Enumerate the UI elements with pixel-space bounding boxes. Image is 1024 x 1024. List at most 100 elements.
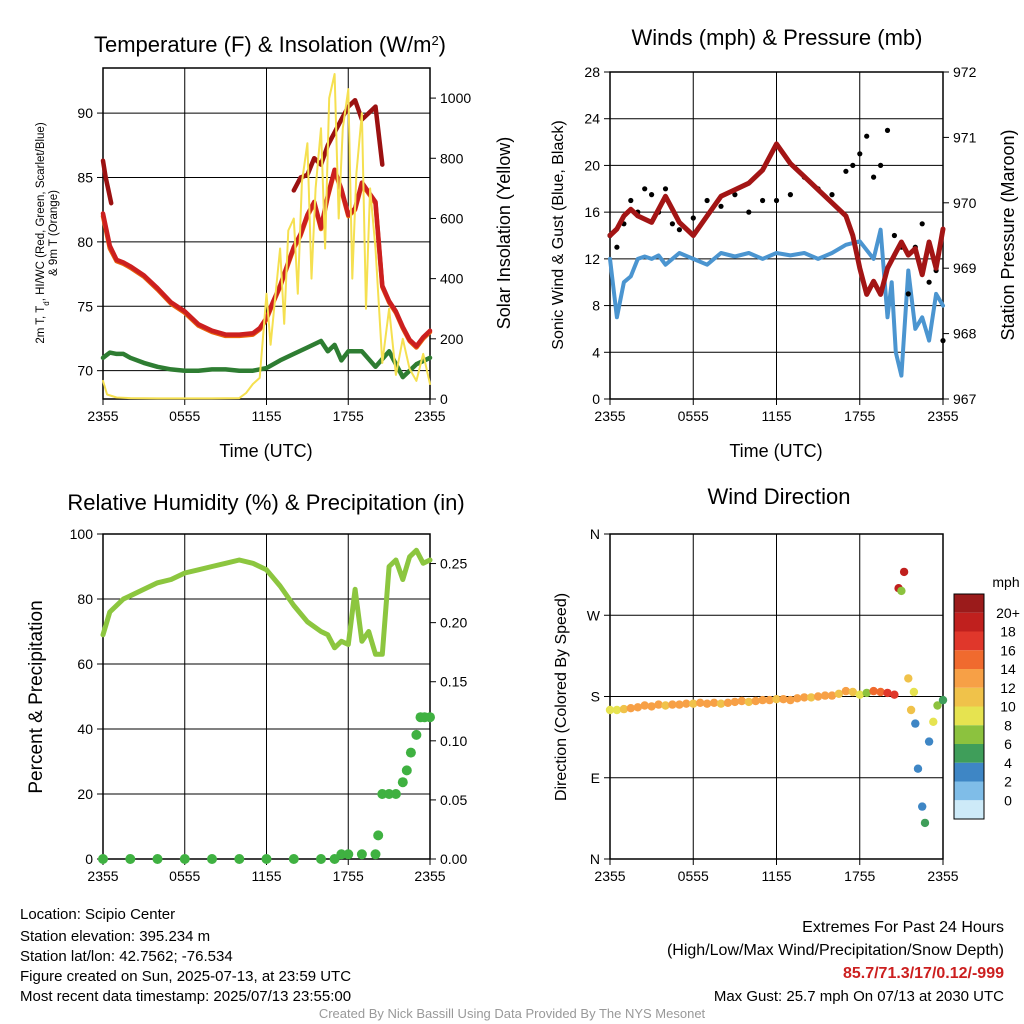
- gust-point: [926, 279, 932, 285]
- direction-point: [820, 691, 830, 700]
- direction-point: [772, 695, 781, 704]
- gust-point: [746, 209, 752, 215]
- wind-y-tick-label-right: 972: [953, 64, 977, 80]
- dir-y-tick-label: N: [590, 851, 600, 867]
- wind-speed-line: [608, 227, 945, 378]
- direction-point: [709, 698, 719, 707]
- direction-point: [841, 686, 851, 696]
- rh-x-tick-label: 1755: [333, 868, 364, 884]
- precip-point: [411, 729, 422, 740]
- direction-point: [751, 696, 760, 706]
- gust-point: [940, 338, 946, 344]
- direction-point: [702, 699, 712, 708]
- direction-point: [876, 687, 885, 697]
- rh-y-tick-label: 80: [77, 591, 93, 607]
- gust-point: [628, 197, 634, 204]
- temp-x-axis-label: Time (UTC): [219, 441, 312, 461]
- footer-elevation: Station elevation: 395.234 m: [20, 928, 211, 945]
- temp-y-tick-label: 90: [77, 105, 93, 121]
- legend-swatch: [954, 612, 984, 632]
- rh-chart-title: Relative Humidity (%) & Precipitation (i…: [67, 490, 464, 515]
- rh-y-tick-label-right: 0.15: [440, 674, 467, 690]
- direction-point: [827, 691, 837, 700]
- precip-point: [98, 854, 108, 864]
- legend-label: 2: [1004, 774, 1012, 790]
- dir-y-tick-label: N: [590, 526, 600, 542]
- max-gust: Max Gust: 25.7 mph On 07/13 at 2030 UTC: [713, 988, 1004, 1005]
- wind-y-tick-label-right: 969: [953, 260, 977, 276]
- legend-swatch: [954, 725, 984, 745]
- temp-series-line-3: [100, 158, 114, 206]
- gust-point: [891, 232, 898, 239]
- precip-point: [397, 777, 408, 788]
- legend-label: 14: [1000, 661, 1016, 677]
- temp-series-line-2: [100, 167, 433, 349]
- rh-x-tick-label: 1155: [251, 868, 281, 884]
- rh-y-tick-label: 40: [77, 721, 93, 737]
- gust-point: [843, 168, 849, 174]
- direction-point: [675, 700, 684, 709]
- direction-point: [605, 705, 615, 715]
- legend-label: 16: [1000, 642, 1016, 658]
- temp-y-axis-label-line2: & 9m T (Orange): [48, 190, 60, 276]
- gust-point: [773, 197, 780, 204]
- direction-point: [696, 698, 705, 707]
- gust-point: [829, 192, 835, 198]
- wind-y-tick-label-right: 968: [953, 326, 977, 342]
- wind-chart-title: Winds (mph) & Pressure (mb): [632, 25, 923, 50]
- temp-y-tick-label-right: 800: [440, 150, 464, 166]
- direction-point: [848, 687, 857, 697]
- legend-swatch: [954, 631, 984, 651]
- dir-y-tick-label: E: [591, 770, 600, 786]
- gust-point: [669, 221, 676, 227]
- dir-y-axis-label: Direction (Colored By Speed): [553, 593, 570, 801]
- temp-x-tick-label: 1155: [251, 408, 281, 424]
- direction-point: [612, 705, 622, 715]
- gust-point: [857, 151, 863, 157]
- direction-point: [929, 717, 938, 726]
- humidity-line: [100, 547, 433, 657]
- gust-point: [642, 186, 648, 192]
- legend-label: 18: [1000, 624, 1016, 640]
- direction-point: [807, 693, 816, 702]
- dir-x-tick-label: 2355: [594, 868, 625, 884]
- gust-point: [871, 174, 877, 180]
- direction-point: [730, 697, 740, 707]
- gust-point: [676, 227, 683, 233]
- legend-swatch: [954, 706, 984, 726]
- legend-title: mph: [992, 574, 1019, 590]
- precip-point: [373, 830, 384, 841]
- legend-swatch: [954, 781, 984, 801]
- direction-point: [913, 764, 923, 773]
- gust-point: [760, 197, 766, 204]
- direction-point: [897, 586, 906, 596]
- dir-x-tick-label: 0555: [678, 868, 709, 884]
- gust-point: [919, 221, 925, 227]
- legend-swatch: [954, 669, 984, 688]
- footer-created: Figure created on Sun, 2025-07-13, at 23…: [20, 968, 352, 985]
- precip-point: [336, 849, 347, 860]
- direction-point: [765, 695, 774, 705]
- direction-point: [619, 704, 629, 714]
- wind-y-axis-label-right: Station Pressure (Maroon): [998, 129, 1018, 340]
- precip-point: [405, 747, 416, 758]
- wind-y-tick-label-right: 970: [953, 195, 977, 211]
- precip-point: [343, 849, 354, 860]
- temp-x-tick-label: 0555: [169, 408, 200, 424]
- legend-swatch: [954, 762, 984, 782]
- temp-y-tick-label-right: 400: [440, 271, 464, 287]
- precip-point: [207, 854, 217, 864]
- temp-y-tick-label: 80: [77, 234, 93, 250]
- legend-label: 0: [1004, 792, 1012, 808]
- direction-point: [647, 702, 656, 711]
- direction-point: [689, 699, 698, 708]
- direction-point: [869, 686, 878, 696]
- extremes-description: (High/Low/Max Wind/Precipitation/Snow De…: [666, 942, 1004, 959]
- gust-point: [690, 215, 696, 221]
- rh-x-tick-label: 0555: [169, 868, 200, 884]
- gust-point: [864, 133, 870, 139]
- temp-y-tick-label-right: 200: [440, 331, 464, 347]
- gust-point: [614, 244, 620, 250]
- wind-y-tick-label-right: 967: [953, 391, 977, 407]
- precip-point: [234, 854, 245, 864]
